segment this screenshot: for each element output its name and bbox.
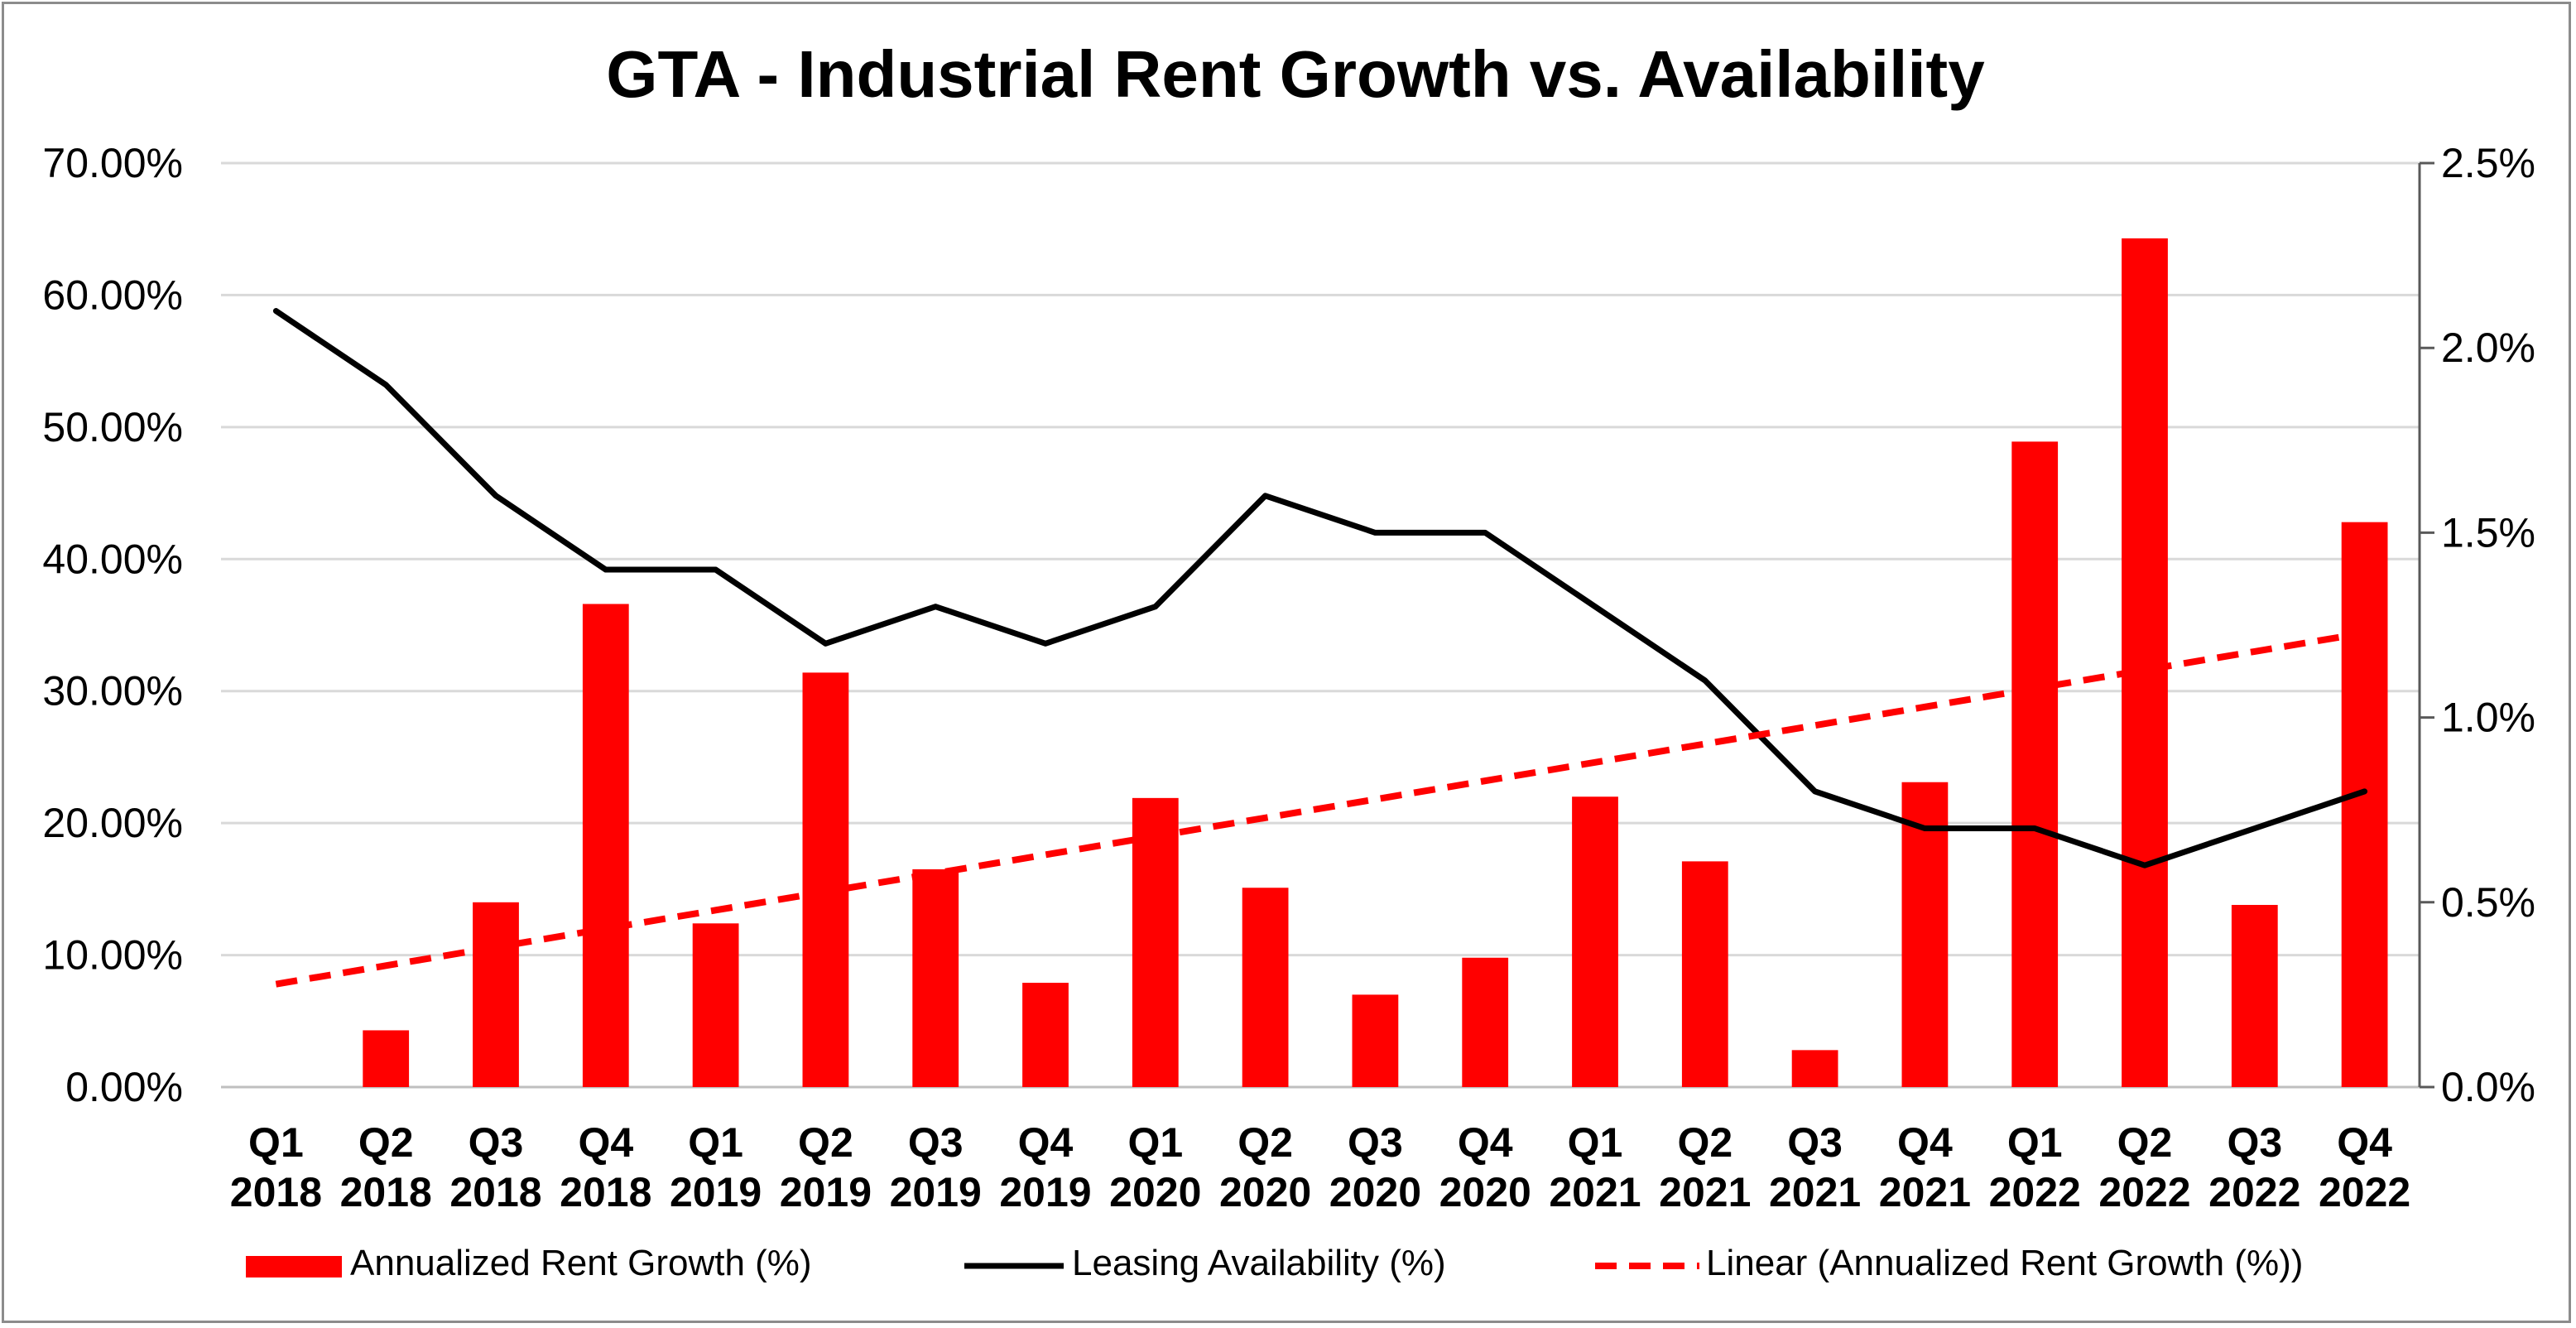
bar-rent-growth xyxy=(1462,957,1509,1087)
category-year-label: 2020 xyxy=(1329,1169,1421,1215)
category-year-label: 2020 xyxy=(1439,1169,1531,1215)
line-leasing-availability xyxy=(272,308,2368,868)
category-quarter-label: Q3 xyxy=(469,1119,524,1166)
left-tick-label: 50.00% xyxy=(42,404,183,450)
category-quarter-label: Q2 xyxy=(358,1119,414,1166)
trendline-series xyxy=(275,629,2366,988)
category-quarter-label: Q1 xyxy=(1568,1119,1623,1166)
category-year-label: 2022 xyxy=(2319,1169,2410,1215)
category-year-label: 2020 xyxy=(1109,1169,1201,1215)
right-tick-label: 0.0% xyxy=(2441,1064,2535,1110)
category-year-label: 2019 xyxy=(780,1169,872,1215)
category-quarter-label: Q4 xyxy=(1018,1119,1074,1166)
bar-rent-growth xyxy=(473,902,519,1087)
category-quarter-label: Q4 xyxy=(2337,1119,2392,1166)
bar-rent-growth xyxy=(363,1030,410,1087)
bar-series xyxy=(363,238,2388,1088)
category-year-label: 2018 xyxy=(449,1169,541,1215)
left-tick-label: 60.00% xyxy=(42,272,183,318)
category-year-label: 2022 xyxy=(2208,1169,2300,1215)
category-quarter-label: Q1 xyxy=(1127,1119,1183,1166)
category-quarter-label: Q3 xyxy=(2227,1119,2282,1166)
category-quarter-label: Q3 xyxy=(1787,1119,1843,1166)
category-quarter-label: Q2 xyxy=(1677,1119,1733,1166)
category-quarter-label: Q1 xyxy=(2007,1119,2063,1166)
category-year-label: 2021 xyxy=(1769,1169,1861,1215)
left-axis: 0.00% 10.00% 20.00% 30.00% 40.00% 50.00% 60.00… xyxy=(42,140,183,1110)
category-quarter-label: Q4 xyxy=(1458,1119,1513,1166)
category-quarter-label: Q3 xyxy=(908,1119,964,1166)
left-tick-label: 30.00% xyxy=(42,668,183,715)
category-quarter-label: Q2 xyxy=(798,1119,853,1166)
category-year-label: 2022 xyxy=(1989,1169,2081,1215)
left-tick-label: 20.00% xyxy=(42,800,183,846)
bar-rent-growth xyxy=(1352,994,1399,1087)
category-quarter-label: Q2 xyxy=(2117,1119,2173,1166)
left-tick-label: 40.00% xyxy=(42,536,183,582)
bar-rent-growth xyxy=(1791,1050,1838,1087)
bar-rent-growth xyxy=(1132,797,1179,1087)
bar-rent-growth xyxy=(1242,888,1289,1087)
bar-rent-growth xyxy=(1901,782,1949,1087)
category-year-label: 2021 xyxy=(1659,1169,1751,1215)
category-year-label: 2019 xyxy=(890,1169,982,1215)
gridlines xyxy=(221,161,2420,1089)
right-tick-label: 1.0% xyxy=(2441,695,2535,741)
category-quarter-label: Q1 xyxy=(248,1119,304,1166)
bar-rent-growth xyxy=(582,604,629,1087)
category-year-label: 2018 xyxy=(340,1169,432,1215)
left-tick-label: 10.00% xyxy=(42,932,183,979)
chart-title: GTA - Industrial Rent Growth vs. Availab… xyxy=(606,37,1985,111)
category-quarter-label: Q3 xyxy=(1348,1119,1403,1166)
bar-rent-growth xyxy=(1022,983,1069,1087)
left-tick-label: 0.00% xyxy=(65,1064,183,1110)
category-quarter-label: Q4 xyxy=(1897,1119,1953,1166)
legend-label-trend: Linear (Annualized Rent Growth (%)) xyxy=(1706,1243,2303,1283)
category-year-label: 2018 xyxy=(560,1169,651,1215)
category-year-label: 2022 xyxy=(2098,1169,2190,1215)
bar-rent-growth xyxy=(1572,796,1618,1087)
line-series xyxy=(272,308,2368,868)
legend-label-rent-growth: Annualized Rent Growth (%) xyxy=(350,1243,812,1283)
left-tick-label: 70.00% xyxy=(42,140,183,186)
bar-rent-growth xyxy=(2341,522,2388,1087)
category-quarter-label: Q2 xyxy=(1238,1119,1293,1166)
category-year-label: 2020 xyxy=(1219,1169,1311,1215)
category-year-label: 2021 xyxy=(1549,1169,1641,1215)
bar-rent-growth xyxy=(2011,441,2059,1087)
bar-rent-growth xyxy=(2231,904,2278,1087)
right-axis: 0.0% 0.5% 1.0% 1.5% 2.0% 2.5% xyxy=(2418,140,2535,1110)
category-quarter-label: Q4 xyxy=(578,1119,633,1166)
legend-swatch-bar xyxy=(246,1256,342,1277)
category-year-label: 2021 xyxy=(1879,1169,1971,1215)
bar-rent-growth xyxy=(912,868,959,1087)
category-quarter-label: Q1 xyxy=(688,1119,743,1166)
legend: Annualized Rent Growth (%) Leasing Availa… xyxy=(246,1243,2303,1283)
right-tick-label: 2.0% xyxy=(2441,325,2535,371)
bar-rent-growth xyxy=(1681,861,1728,1087)
right-tick-label: 0.5% xyxy=(2441,879,2535,926)
category-year-label: 2019 xyxy=(999,1169,1091,1215)
right-tick-label: 2.5% xyxy=(2441,140,2535,186)
bar-rent-growth xyxy=(2122,238,2168,1088)
bar-rent-growth xyxy=(692,923,739,1087)
bar-rent-growth xyxy=(802,672,849,1087)
chart-svg: GTA - Industrial Rent Growth vs. Availab… xyxy=(42,37,2535,1283)
right-tick-label: 1.5% xyxy=(2441,509,2535,556)
category-year-label: 2018 xyxy=(230,1169,322,1215)
category-year-label: 2019 xyxy=(670,1169,762,1215)
category-axis: Q12018Q22018Q32018Q42018Q12019Q22019Q320… xyxy=(230,1119,2410,1215)
legend-label-availability: Leasing Availability (%) xyxy=(1072,1243,1446,1283)
line-linear-trend xyxy=(275,629,2366,988)
